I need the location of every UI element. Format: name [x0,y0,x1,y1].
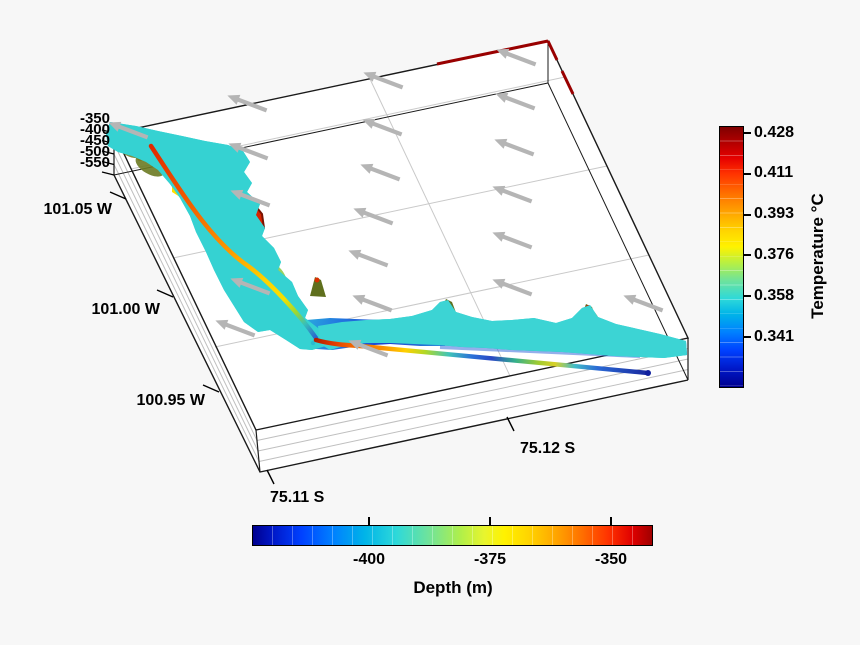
wall-z-gridlines [113,143,689,462]
colorbar-tick [743,254,751,256]
colorbar-tick [368,517,370,526]
temperature-colorbar-title: Temperature °C [808,193,827,319]
temperature-tick-label: 0.341 [754,328,795,345]
lat-tick-label: 75.12 S [520,440,576,457]
temperature-colorbar-gradient [719,126,744,388]
lon-tick-label: 101.00 W [91,301,160,318]
box-edges [112,40,690,473]
lon-tick-label: 101.05 W [43,201,112,218]
temperature-tick-label: 0.428 [754,124,795,141]
z-tick-label: -400 [79,121,110,138]
colorbar-tick [743,214,751,216]
depth-colorbar-gradient [252,525,653,546]
box-frame [101,39,690,485]
temperature-tick-label: 0.376 [754,246,795,263]
colorbar-tick [743,132,751,134]
depth-tick-label: -375 [473,551,507,568]
z-tick-label: -550 [79,154,110,171]
colorbar-tick [489,517,491,526]
z-tick-label: -500 [79,143,110,160]
colorbar-tick [743,295,751,297]
lat-tick-label: 75.11 S [270,489,325,506]
depth-colorbar-title: Depth (m) [413,578,493,597]
depth-tick-label: -400 [352,551,386,568]
bathymetry-swath [106,122,687,358]
z-tick-label: -450 [79,132,110,149]
temperature-tick-label: 0.358 [754,287,795,304]
colorbar-tick [743,173,751,175]
lon-tick-label: 100.95 W [136,392,205,409]
current-direction-arrows [108,48,664,358]
z-tick-label: -350 [79,110,110,127]
temperature-tick-label: 0.411 [754,164,794,181]
depth-tick-label: -350 [594,551,628,568]
temperature-tick-label: 0.393 [754,205,795,222]
front-edge-line [436,39,575,95]
colorbar-tick [743,336,751,338]
colorbar-tick [610,517,612,526]
